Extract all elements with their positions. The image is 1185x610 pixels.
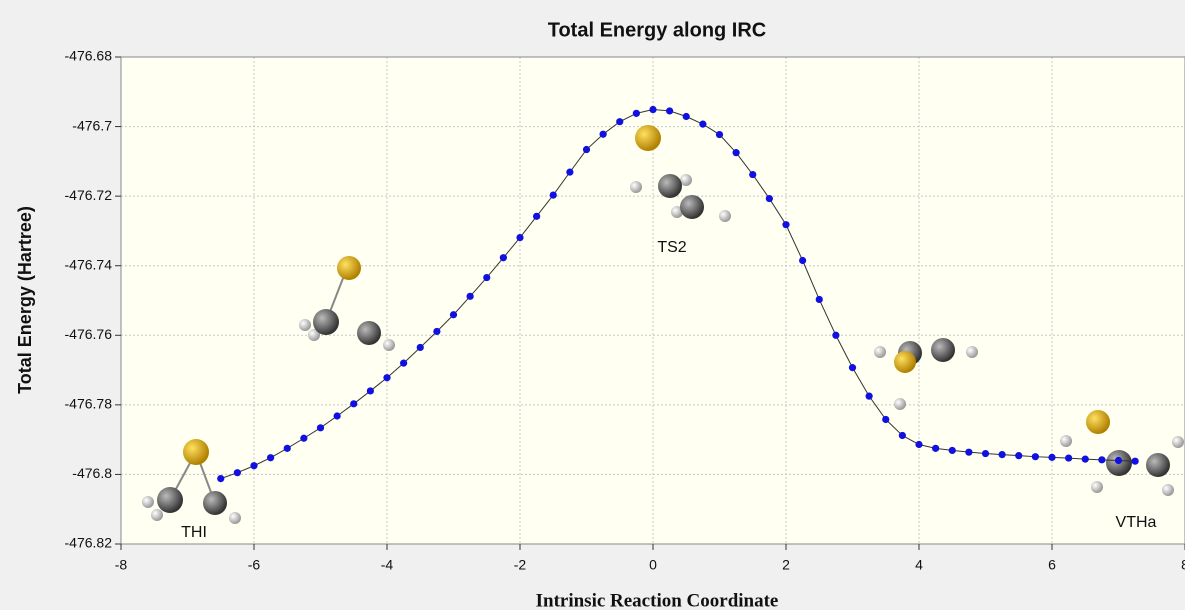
data-point [1115, 457, 1122, 464]
data-point [666, 107, 673, 114]
data-point [766, 195, 773, 202]
data-point [600, 131, 607, 138]
data-point [965, 449, 972, 456]
data-point [1082, 456, 1089, 463]
data-point [915, 441, 922, 448]
x-tick-label: 6 [1048, 557, 1056, 573]
data-point [849, 364, 856, 371]
data-point [949, 447, 956, 454]
y-tick-label: -476.82 [65, 535, 113, 551]
x-tick-label: -6 [248, 557, 261, 573]
data-point [334, 412, 341, 419]
data-point [500, 254, 507, 261]
annotation: THI [181, 524, 207, 541]
x-axis-label: Intrinsic Reaction Coordinate [536, 590, 779, 610]
chart-title: Total Energy along IRC [548, 19, 767, 41]
data-point [799, 257, 806, 264]
data-point [400, 360, 407, 367]
data-point [467, 293, 474, 300]
data-point [350, 400, 357, 407]
annotation: VTHa [1116, 514, 1157, 531]
data-point [267, 454, 274, 461]
data-point [550, 191, 557, 198]
data-point [250, 462, 257, 469]
data-point [367, 387, 374, 394]
y-tick-label: -476.76 [65, 326, 113, 342]
data-point [566, 169, 573, 176]
data-point [899, 432, 906, 439]
data-point [866, 393, 873, 400]
y-axis-label: Total Energy (Hartree) [15, 206, 35, 394]
data-point [317, 424, 324, 431]
data-point [1098, 456, 1105, 463]
data-point [782, 221, 789, 228]
data-point [533, 213, 540, 220]
y-tick-label: -476.7 [72, 117, 112, 133]
annotation: TS2 [657, 239, 686, 256]
x-tick-label: 4 [915, 557, 923, 573]
y-tick-label: -476.78 [65, 396, 113, 412]
x-tick-label: 0 [649, 557, 657, 573]
data-point [649, 106, 656, 113]
y-tick-label: -476.72 [65, 187, 113, 203]
data-point [1132, 458, 1139, 465]
x-tick-label: -4 [381, 557, 394, 573]
y-tick-label: -476.68 [65, 48, 113, 64]
data-point [999, 451, 1006, 458]
data-point [1065, 454, 1072, 461]
data-point [716, 131, 723, 138]
data-point [816, 296, 823, 303]
data-point [300, 435, 307, 442]
data-point [450, 311, 457, 318]
data-point [683, 113, 690, 120]
data-point [932, 445, 939, 452]
data-point [982, 450, 989, 457]
data-point [882, 416, 889, 423]
data-point [417, 344, 424, 351]
data-point [516, 234, 523, 241]
data-point [749, 171, 756, 178]
data-point [832, 332, 839, 339]
x-tick-label: 2 [782, 557, 790, 573]
page: Total Energy along IRC Intrinsic Reactio… [0, 0, 1185, 610]
chart: Total Energy along IRC Intrinsic Reactio… [0, 0, 1185, 610]
data-point [284, 445, 291, 452]
data-point [616, 118, 623, 125]
data-point [699, 121, 706, 128]
data-point [433, 328, 440, 335]
y-tick-label: -476.74 [65, 256, 113, 272]
x-tick-label: 8 [1181, 557, 1185, 573]
y-tick-label: -476.8 [72, 465, 112, 481]
data-point [633, 110, 640, 117]
data-point [234, 469, 241, 476]
data-point [383, 374, 390, 381]
data-point [217, 475, 224, 482]
data-point [1032, 453, 1039, 460]
data-point [483, 274, 490, 281]
data-point [1048, 454, 1055, 461]
x-tick-label: -8 [115, 557, 128, 573]
x-tick-label: -2 [514, 557, 527, 573]
data-point [583, 146, 590, 153]
data-point [733, 149, 740, 156]
data-point [1015, 452, 1022, 459]
